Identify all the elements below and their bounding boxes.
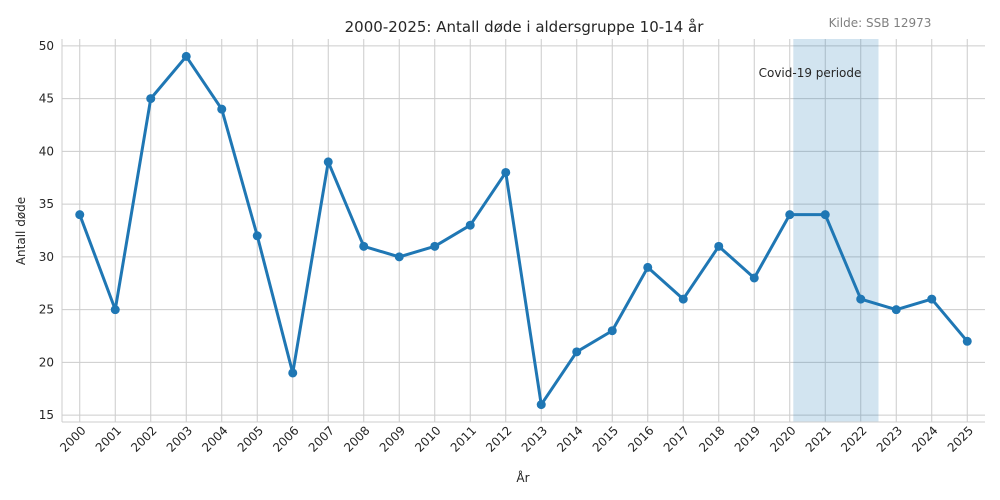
y-tick-label: 45 (39, 92, 54, 106)
x-tick-label: 2003 (164, 423, 195, 454)
data-point (75, 210, 85, 220)
y-tick-label: 35 (39, 197, 54, 211)
data-point (110, 305, 120, 315)
x-tick-label: 2015 (590, 423, 621, 454)
x-tick-label: 2021 (803, 423, 834, 454)
data-point (572, 347, 582, 357)
y-tick-label: 40 (39, 144, 54, 158)
data-point (146, 94, 156, 104)
x-tick-label: 2016 (625, 423, 656, 454)
data-point (536, 400, 546, 410)
highlight-band (793, 39, 879, 422)
x-tick-label: 2008 (341, 423, 372, 454)
source-note: Kilde: SSB 12973 (829, 16, 932, 30)
highlight-band-layer (793, 39, 879, 422)
x-tick-label: 2007 (306, 423, 337, 454)
data-point (394, 252, 404, 262)
x-tick-label: 2018 (696, 423, 727, 454)
series-line (78, 54, 969, 407)
data-point (288, 368, 298, 378)
x-tick-label: 2009 (377, 423, 408, 454)
x-tick-label: 2014 (554, 423, 585, 454)
data-point (891, 305, 901, 315)
x-tick-label: 2004 (199, 423, 230, 454)
x-tick-label: 2013 (519, 423, 550, 454)
x-tick-label: 2020 (767, 423, 798, 454)
x-tick-label: 2012 (483, 423, 514, 454)
x-tick-label: 2017 (661, 423, 692, 454)
x-tick-label: 2006 (270, 423, 301, 454)
data-point (252, 231, 262, 241)
data-point (643, 262, 653, 272)
data-point (323, 157, 333, 167)
data-point (962, 336, 972, 346)
data-point (217, 104, 227, 114)
highlight-label: Covid-19 periode (759, 66, 862, 80)
y-tick-label: 20 (39, 355, 54, 369)
y-tick-label: 25 (39, 303, 54, 317)
x-tick-label: 2000 (57, 423, 88, 454)
chart-title: 2000-2025: Antall døde i aldersgruppe 10… (345, 18, 705, 36)
y-axis-label: Antall døde (14, 197, 28, 265)
y-tick-label: 30 (39, 250, 54, 264)
x-tick-label: 2011 (448, 423, 479, 454)
x-tick-label: 2024 (909, 423, 940, 454)
x-tick-label: 2022 (838, 423, 869, 454)
data-point (820, 210, 830, 220)
data-point (359, 241, 369, 251)
data-point (678, 294, 688, 304)
data-point (785, 210, 795, 220)
x-tick-label: 2019 (732, 423, 763, 454)
x-tick-label: 2010 (412, 423, 443, 454)
x-axis-label: År (516, 470, 529, 485)
data-point (856, 294, 866, 304)
data-point (465, 220, 475, 230)
data-point (607, 326, 617, 336)
data-point (927, 294, 937, 304)
data-point (749, 273, 759, 283)
x-tick-label: 2001 (93, 423, 124, 454)
x-tick-label: 2005 (235, 423, 266, 454)
data-point (501, 167, 511, 177)
axes (61, 39, 985, 423)
series-layer (75, 51, 972, 410)
x-tick-label: 2025 (945, 423, 976, 454)
data-point (714, 241, 724, 251)
data-point (181, 51, 191, 61)
data-point (430, 241, 440, 251)
y-tick-label: 15 (39, 408, 54, 422)
x-tick-label: 2002 (128, 423, 159, 454)
x-tick-label: 2023 (874, 423, 905, 454)
y-tick-label: 50 (39, 39, 54, 53)
